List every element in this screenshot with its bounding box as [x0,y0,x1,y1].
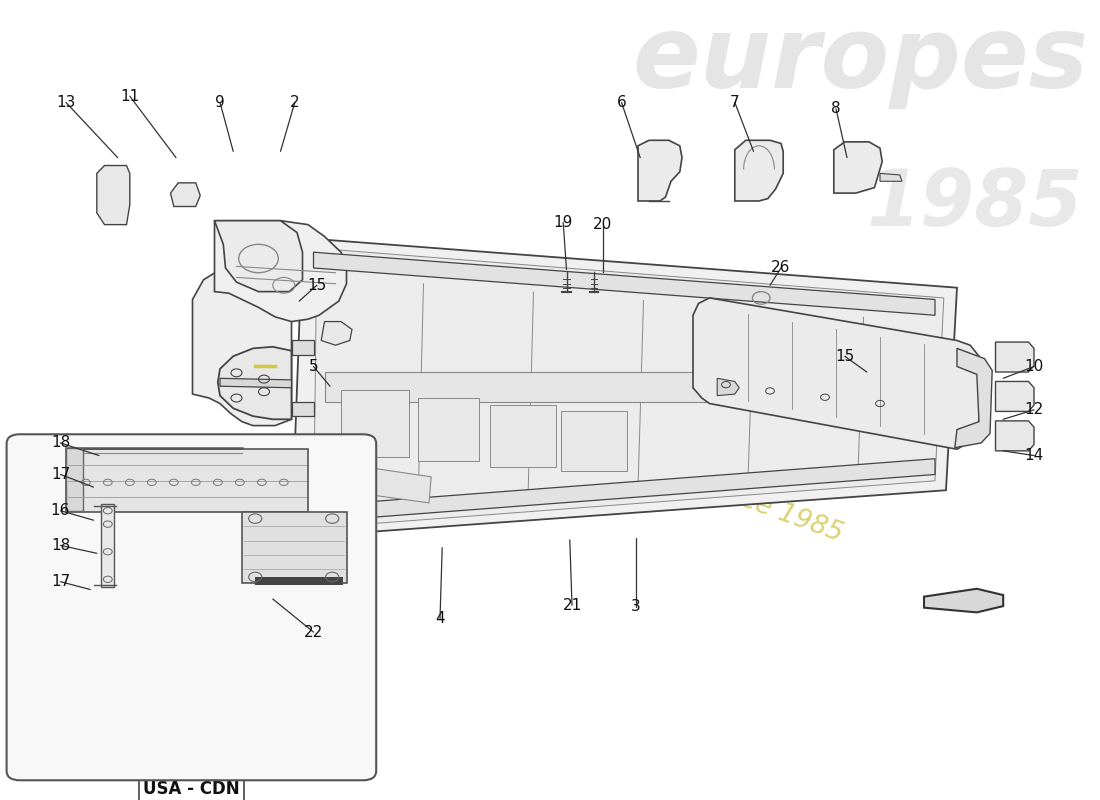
Text: 1985: 1985 [867,166,1084,242]
Polygon shape [292,341,313,354]
Polygon shape [218,346,292,419]
Polygon shape [314,252,935,315]
Text: 3: 3 [631,599,640,614]
FancyBboxPatch shape [101,505,114,587]
Polygon shape [292,238,957,538]
FancyBboxPatch shape [341,390,409,457]
FancyBboxPatch shape [66,448,82,510]
Polygon shape [717,378,739,396]
Text: 18: 18 [51,435,70,450]
FancyBboxPatch shape [490,405,556,466]
Polygon shape [324,372,946,402]
Text: europes: europes [632,12,1089,109]
Polygon shape [996,382,1034,411]
Polygon shape [693,298,979,450]
Text: a passion for parts since 1985: a passion for parts since 1985 [463,386,846,547]
Text: 15: 15 [307,278,327,293]
FancyBboxPatch shape [561,411,627,471]
Text: 22: 22 [304,625,323,640]
FancyBboxPatch shape [66,450,308,512]
Polygon shape [638,140,682,201]
Polygon shape [955,348,992,448]
Text: 26: 26 [771,261,791,275]
Polygon shape [170,183,200,206]
Text: 5: 5 [309,359,318,374]
Text: 15: 15 [835,349,855,364]
Polygon shape [834,142,882,193]
Text: 13: 13 [56,95,76,110]
Text: 7: 7 [730,95,739,110]
Text: 19: 19 [553,214,573,230]
Text: 12: 12 [1024,402,1044,418]
FancyBboxPatch shape [255,577,343,585]
Polygon shape [996,342,1034,372]
Text: 17: 17 [51,574,70,589]
Text: 14: 14 [1024,448,1044,463]
FancyBboxPatch shape [418,398,478,461]
FancyBboxPatch shape [242,512,346,583]
Polygon shape [220,378,292,388]
Polygon shape [324,461,431,503]
Text: 9: 9 [216,95,224,110]
Polygon shape [735,140,783,201]
Text: 2: 2 [290,95,299,110]
Polygon shape [321,322,352,346]
Polygon shape [924,589,1003,613]
Text: 18: 18 [51,538,70,553]
Text: 21: 21 [562,598,582,613]
Polygon shape [314,248,944,528]
Text: 4: 4 [436,611,444,626]
Polygon shape [314,458,935,522]
Text: 6: 6 [617,95,626,110]
Polygon shape [97,166,130,225]
Text: 11: 11 [120,89,140,104]
Text: 16: 16 [51,503,70,518]
Polygon shape [214,221,302,292]
Polygon shape [292,402,313,416]
Text: 10: 10 [1024,359,1044,374]
Polygon shape [880,174,902,182]
FancyBboxPatch shape [7,434,376,780]
Text: USA - CDN: USA - CDN [143,780,240,798]
Polygon shape [996,421,1034,451]
Polygon shape [192,268,292,426]
Text: 20: 20 [593,217,613,232]
Polygon shape [214,221,346,322]
Text: 17: 17 [51,467,70,482]
Text: 8: 8 [832,102,840,116]
